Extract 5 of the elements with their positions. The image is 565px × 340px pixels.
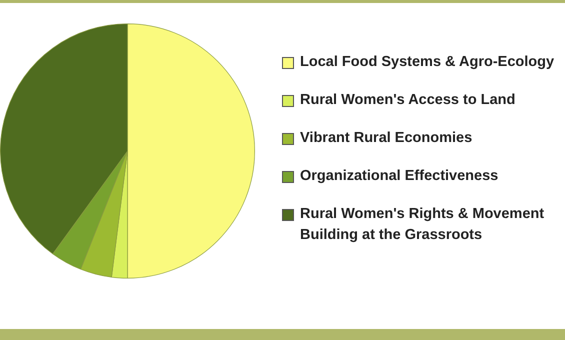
legend-label: Vibrant Rural Economies xyxy=(300,129,472,148)
legend-label: Rural Women's Rights & Movement Building at the Grassroots xyxy=(300,205,546,245)
legend-label: Local Food Systems & Agro-Ecology xyxy=(300,53,554,72)
legend-label: Organizational Effectiveness xyxy=(300,167,498,186)
legend-label: Rural Women's Access to Land xyxy=(300,91,516,110)
